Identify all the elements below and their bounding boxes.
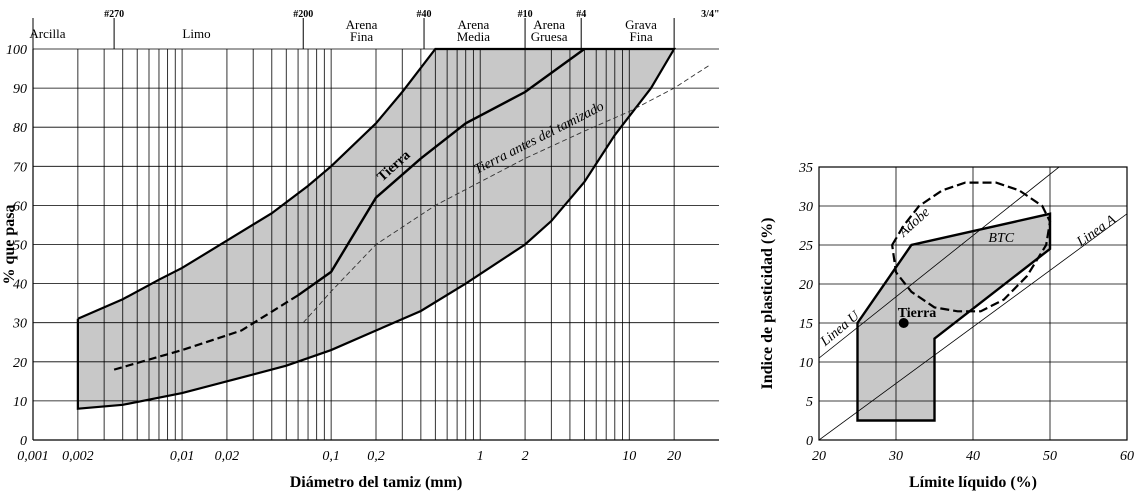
x-tick-label: 0,002: [62, 449, 94, 464]
y-axis-title: % que pasa: [1, 204, 18, 284]
band-label: Limo: [182, 26, 210, 41]
x-tick-label: 40: [966, 449, 980, 464]
y-tick-label: 70: [13, 160, 27, 175]
x-tick-label: 0,02: [215, 449, 240, 464]
y-tick-label: 5: [806, 395, 813, 410]
x-tick-label: 0,1: [322, 449, 340, 464]
x-axis-title: Límite líquido (%): [909, 474, 1037, 491]
sieve-label: #40: [417, 9, 432, 20]
y-tick-label: 0: [806, 434, 813, 449]
x-tick-label: 50: [1043, 449, 1057, 464]
x-tick-label: 2: [522, 449, 529, 464]
adobe-region-outline: [891, 181, 1052, 313]
band-label: Arena Gruesa: [531, 17, 568, 44]
x-tick-label: 10: [622, 449, 636, 464]
y-tick-label: 0: [20, 434, 27, 449]
y-tick-label: 50: [13, 239, 27, 254]
y-tick-label: 100: [6, 43, 27, 58]
y-axis-title: Indice de plasticidad (%): [759, 217, 776, 389]
y-tick-label: 30: [12, 317, 27, 332]
band-label: Arena Fina: [346, 17, 378, 44]
btc-region-outline: [856, 212, 1052, 422]
y-tick-label: 80: [13, 121, 27, 136]
band-label: Arcilla: [29, 26, 65, 41]
y-tick-label: 20: [13, 356, 27, 371]
plot-frame: [818, 166, 1128, 441]
series-line-2: [302, 64, 711, 323]
y-tick-label: 35: [798, 161, 813, 176]
y-tick-label: 10: [799, 356, 813, 371]
x-tick-label: 60: [1120, 449, 1134, 464]
point-tierra: [898, 318, 909, 328]
sieve-label: #200: [293, 9, 313, 20]
series-line-0: [297, 48, 586, 297]
envelope-outline: [76, 47, 677, 410]
x-axis-title: Diámetro del tamiz (mm): [290, 474, 463, 491]
sieve-label: #4: [576, 9, 586, 20]
y-tick-label: 20: [799, 278, 813, 293]
btc-region-fill: [857, 213, 1050, 421]
x-tick-label: 0,001: [17, 449, 49, 464]
y-tick-label: 60: [13, 199, 27, 214]
y-tick-label: 90: [13, 82, 27, 97]
y-tick-label: 25: [799, 239, 813, 254]
y-tick-label: 40: [13, 278, 27, 293]
x-tick-label: 1: [477, 449, 484, 464]
band-label: Grava Fina: [625, 17, 657, 44]
x-tick-label: 0,2: [367, 449, 385, 464]
sieve-label: #270: [104, 9, 124, 20]
reference-line-0: [819, 167, 1060, 359]
y-tick-label: 10: [13, 395, 27, 410]
series-line-1: [113, 294, 299, 371]
x-tick-label: 30: [888, 449, 903, 464]
y-tick-label: 30: [798, 200, 813, 215]
x-tick-label: 20: [667, 449, 681, 464]
reference-line-1: [819, 213, 1127, 440]
y-tick-label: 15: [799, 317, 813, 332]
x-tick-label: 20: [812, 449, 826, 464]
x-tick-label: 0,01: [170, 449, 195, 464]
region-label-btc: BTC: [988, 231, 1014, 246]
point-label-tierra: Tierra: [898, 306, 937, 321]
band-label: Arena Media: [457, 17, 490, 44]
sieve-label: #10: [518, 9, 533, 20]
sieve-label: 3/4": [701, 9, 719, 20]
